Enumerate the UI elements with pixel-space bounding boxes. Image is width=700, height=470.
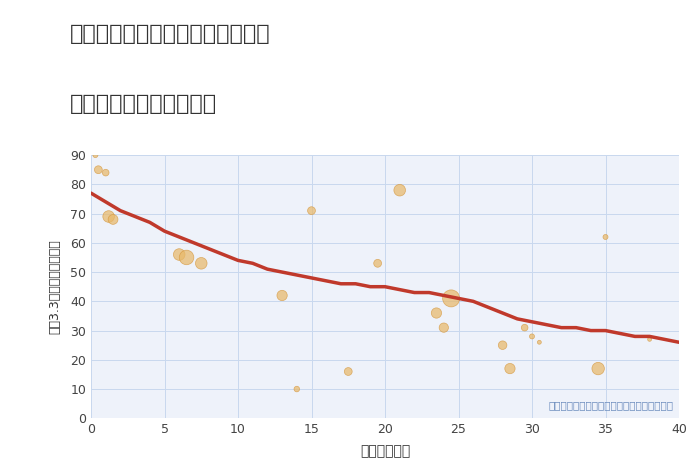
Point xyxy=(446,295,457,302)
Point xyxy=(181,254,192,261)
Point xyxy=(644,336,655,343)
Text: 築年数別中古戸建て価格: 築年数別中古戸建て価格 xyxy=(70,94,217,114)
Point xyxy=(526,333,538,340)
Point xyxy=(534,338,545,346)
Point xyxy=(343,368,354,375)
Point xyxy=(394,187,405,194)
Point xyxy=(438,324,449,331)
Point xyxy=(497,341,508,349)
Text: 兵庫県神戸市北区山田町上谷上の: 兵庫県神戸市北区山田町上谷上の xyxy=(70,24,271,44)
Point xyxy=(92,166,104,173)
Point xyxy=(276,292,288,299)
Point xyxy=(600,233,611,241)
Point xyxy=(593,365,604,372)
Point xyxy=(431,309,442,317)
Y-axis label: 坪（3.3㎡）単価（万円）: 坪（3.3㎡）単価（万円） xyxy=(49,239,62,334)
Point xyxy=(90,151,101,159)
X-axis label: 築年数（年）: 築年数（年） xyxy=(360,445,410,459)
Point xyxy=(306,207,317,214)
Point xyxy=(372,259,384,267)
Point xyxy=(504,365,515,372)
Text: 円の大きさは、取引のあった物件面積を示す: 円の大きさは、取引のあった物件面積を示す xyxy=(548,400,673,410)
Point xyxy=(174,251,185,258)
Point xyxy=(108,216,119,223)
Point xyxy=(103,213,114,220)
Point xyxy=(291,385,302,393)
Point xyxy=(195,259,207,267)
Point xyxy=(100,169,111,176)
Point xyxy=(519,324,531,331)
